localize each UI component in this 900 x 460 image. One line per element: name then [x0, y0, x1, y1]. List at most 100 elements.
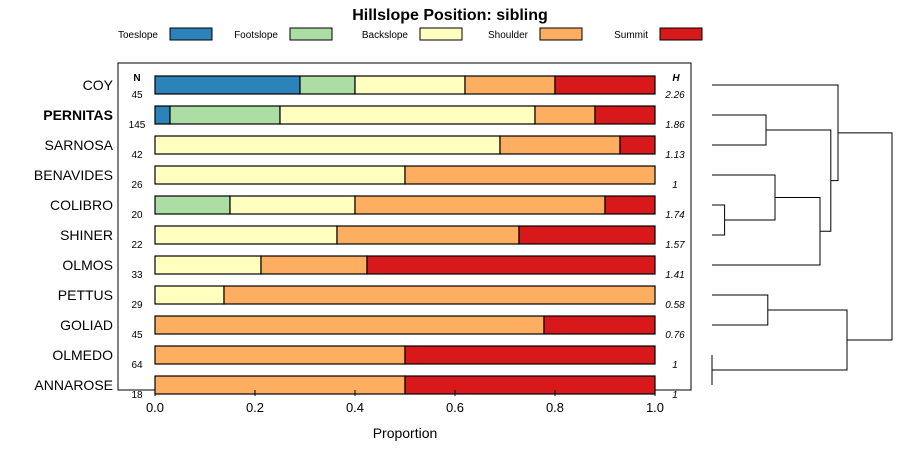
bar-shiner-summit — [518, 225, 656, 245]
legend-label-backslope: Backslope — [362, 30, 409, 41]
row-sarnosa: SARNOSA 42 1.13 — [45, 135, 685, 161]
bar-coy-toeslope — [154, 75, 301, 95]
row-goliad: GOLIAD 45 0.76 — [60, 315, 685, 341]
h-value-pernitas: 1.86 — [665, 120, 685, 131]
bar-colibro-summit — [604, 195, 656, 215]
bar-olmos-summit — [366, 255, 656, 275]
bar-pernitas-toeslope — [154, 105, 171, 125]
row-benavides: BENAVIDES 26 1 — [34, 165, 678, 191]
bar-sarnosa-summit — [619, 135, 656, 155]
legend-swatch-backslope — [419, 27, 463, 41]
h-value-shiner: 1.57 — [665, 240, 685, 251]
bar-coy-backslope — [354, 75, 466, 95]
bar-olmedo-summit — [404, 345, 656, 365]
bar-colibro-backslope — [229, 195, 356, 215]
bar-shiner-backslope — [154, 225, 338, 245]
x-tick-label: 0.0 — [146, 400, 164, 415]
series-label-pettus: PETTUS — [58, 287, 113, 303]
x-tick-label: 0.6 — [446, 400, 464, 415]
bar-sarnosa-backslope — [154, 135, 501, 155]
x-tick-label: 0.4 — [346, 400, 364, 415]
series-label-coy: COY — [83, 77, 114, 93]
bar-sarnosa-shoulder — [499, 135, 621, 155]
n-value-annarose: 18 — [131, 390, 143, 401]
row-coy: COY 45 2.26 — [83, 75, 685, 101]
bar-coy-footslope — [299, 75, 356, 95]
legend-label-shoulder: Shoulder — [488, 30, 529, 41]
x-axis: 0.0 0.2 0.4 0.6 0.8 1.0 — [146, 390, 664, 415]
series-label-olmos: OLMOS — [62, 257, 113, 273]
bar-olmos-shoulder — [260, 255, 368, 275]
x-tick-label: 0.2 — [246, 400, 264, 415]
row-shiner: SHINER 22 1.57 — [60, 225, 685, 251]
h-value-olmos: 1.41 — [665, 270, 684, 281]
n-value-olmos: 33 — [131, 270, 143, 281]
legend-swatch-toeslope — [169, 27, 213, 41]
series-label-sarnosa: SARNOSA — [45, 137, 114, 153]
bar-goliad-summit — [543, 315, 656, 335]
n-value-pernitas: 145 — [129, 120, 146, 131]
row-olmos: OLMOS 33 1.41 — [62, 255, 685, 281]
h-value-coy: 2.26 — [664, 90, 685, 101]
dendrogram-link-10 — [838, 132, 893, 341]
x-axis-label: Proportion — [373, 425, 438, 441]
bar-pernitas-footslope — [169, 105, 281, 125]
dendrogram — [711, 84, 893, 385]
dendrogram-link-7 — [766, 129, 832, 232]
n-value-pettus: 29 — [131, 300, 143, 311]
x-tick-label: 0.8 — [546, 400, 564, 415]
dendrogram-link-3 — [712, 114, 767, 146]
row-olmedo: OLMEDO 64 1 — [52, 345, 678, 371]
row-pettus: PETTUS 29 0.58 — [58, 285, 685, 311]
x-tick-label: 1.0 — [646, 400, 664, 415]
series-label-goliad: GOLIAD — [60, 317, 113, 333]
row-annarose: ANNAROSE 18 1 — [34, 375, 678, 401]
dendrogram-link-4 — [712, 294, 769, 326]
bar-annarose-shoulder — [154, 375, 406, 395]
legend: Toeslope Footslope Backslope Shoulder Summit — [118, 27, 703, 41]
n-value-goliad: 45 — [131, 330, 143, 341]
row-colibro: COLIBRO 20 1.74 — [50, 195, 685, 221]
n-value-coy: 45 — [131, 90, 143, 101]
series-label-olmedo: OLMEDO — [52, 347, 113, 363]
legend-label-summit: Summit — [614, 30, 648, 41]
bar-olmos-backslope — [154, 255, 262, 275]
bar-pernitas-shoulder — [534, 105, 596, 125]
n-value-benavides: 26 — [131, 180, 143, 191]
legend-label-footslope: Footslope — [234, 30, 278, 41]
h-value-goliad: 0.76 — [665, 330, 685, 341]
series-label-annarose: ANNAROSE — [34, 377, 113, 393]
chart-title: Hillslope Position: sibling — [352, 7, 548, 24]
h-value-olmedo: 1 — [672, 360, 678, 371]
bar-shiner-shoulder — [336, 225, 520, 245]
series-label-colibro: COLIBRO — [50, 197, 113, 213]
n-value-colibro: 20 — [131, 210, 143, 221]
dendrogram-link-6 — [712, 197, 821, 266]
h-value-benavides: 1 — [672, 180, 678, 191]
bar-coy-shoulder — [464, 75, 556, 95]
bar-coy-summit — [554, 75, 656, 95]
series-label-benavides: BENAVIDES — [34, 167, 113, 183]
bar-colibro-footslope — [154, 195, 231, 215]
series-label-shiner: SHINER — [60, 227, 113, 243]
bar-pettus-backslope — [154, 285, 225, 305]
row-pernitas: PERNITAS 145 1.86 — [43, 105, 685, 131]
dendrogram-link-8 — [712, 84, 839, 182]
legend-label-toeslope: Toeslope — [118, 30, 158, 41]
h-value-annarose: 1 — [672, 390, 678, 401]
bar-pettus-shoulder — [223, 285, 656, 305]
bar-pernitas-summit — [594, 105, 656, 125]
bar-goliad-shoulder — [154, 315, 545, 335]
h-value-sarnosa: 1.13 — [665, 150, 685, 161]
bar-olmedo-shoulder — [154, 345, 406, 365]
bar-pernitas-backslope — [279, 105, 536, 125]
n-value-sarnosa: 42 — [131, 150, 143, 161]
h-column-header: H — [672, 73, 680, 84]
dendrogram-link-5 — [712, 174, 776, 221]
legend-swatch-shoulder — [539, 27, 583, 41]
h-value-colibro: 1.74 — [665, 210, 685, 221]
h-value-pettus: 0.58 — [665, 300, 685, 311]
bar-annarose-summit — [404, 375, 656, 395]
